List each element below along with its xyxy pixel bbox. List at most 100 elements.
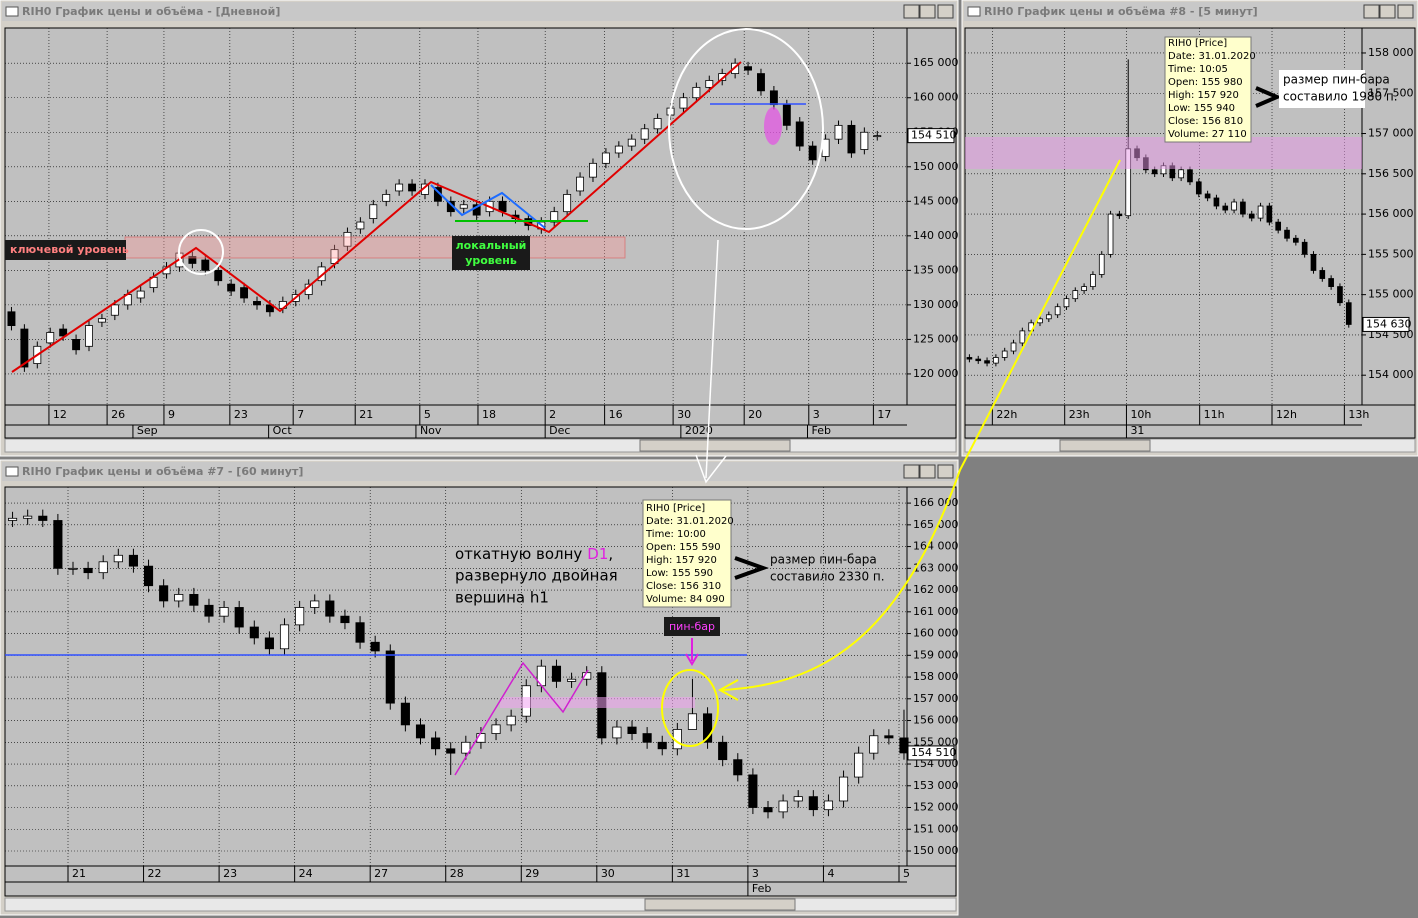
x-tick-label: Sep: [137, 424, 158, 437]
maximize-button[interactable]: [919, 464, 936, 479]
candle-body: [310, 600, 320, 608]
close-button[interactable]: [937, 464, 954, 479]
candle-body: [757, 73, 765, 92]
x-tick-label: 21: [72, 867, 86, 880]
x-tick-label: 22: [148, 867, 162, 880]
candle-body: [7, 311, 16, 326]
tooltip-line: Date: 31.01.2020: [1168, 51, 1256, 62]
key-level-band: [124, 236, 626, 259]
y-tick-label: 156 500: [1368, 167, 1414, 180]
x-tick-label: 18: [482, 408, 496, 421]
candle-body: [1090, 274, 1096, 287]
brace: [1255, 86, 1283, 108]
x-tick-label: 23: [234, 408, 248, 421]
scroll-thumb[interactable]: [644, 898, 796, 911]
tooltip-line: Open: 155 980: [1168, 77, 1243, 88]
minimize-button[interactable]: [903, 4, 920, 19]
x-tick-label: Dec: [549, 424, 570, 437]
close-button[interactable]: [1397, 4, 1414, 19]
maximize-button[interactable]: [1379, 4, 1396, 19]
scroll-thumb[interactable]: [1059, 439, 1151, 452]
candle-body: [279, 624, 290, 650]
candle-body: [1310, 253, 1317, 271]
title-bar[interactable]: [2, 2, 956, 21]
tooltip-line: Time: 10:00: [645, 529, 706, 540]
last-price-box: [907, 128, 955, 144]
candle-body: [1187, 169, 1193, 183]
scrollbar[interactable]: [964, 438, 1416, 453]
tooltip-line: Low: 155 940: [1168, 103, 1235, 114]
candle-body: [459, 204, 468, 209]
candle-body: [1266, 205, 1273, 223]
candle-body: [589, 162, 597, 178]
candle-body: [627, 726, 637, 734]
candle-body: [763, 807, 773, 813]
candle-body: [234, 607, 244, 628]
tooltip-line: Open: 155 590: [646, 542, 721, 553]
candle-body: [1151, 169, 1158, 175]
candle-body: [498, 200, 507, 213]
candle-body: [370, 641, 380, 652]
candle-body: [20, 328, 29, 368]
maximize-button[interactable]: [919, 4, 936, 19]
x-tick-label: 23h: [1069, 408, 1090, 421]
x-tick-label: 5: [424, 408, 431, 421]
candle-body: [143, 565, 154, 587]
candle-body: [627, 138, 636, 147]
candle-body: [1116, 213, 1123, 217]
x-tick-label: 10h: [1130, 408, 1151, 421]
x-tick-label: 16: [609, 408, 623, 421]
x-tick-label: 30: [677, 408, 691, 421]
tooltip: [1164, 36, 1252, 143]
candle-body: [188, 256, 197, 264]
candle-body: [567, 678, 577, 682]
candle-body: [993, 357, 999, 364]
candle-body: [653, 118, 662, 130]
candle-body: [23, 515, 33, 519]
candle-body: [446, 748, 456, 754]
y-tick-label: 156 000: [913, 714, 959, 727]
candle-body: [68, 567, 78, 570]
minimize-button[interactable]: [1363, 4, 1380, 19]
y-tick-label: 145 000: [913, 194, 959, 207]
scrollbar[interactable]: [4, 438, 957, 453]
tooltip-line: High: 157 920: [1168, 90, 1239, 101]
candle-body: [838, 776, 849, 802]
candle-body: [847, 124, 856, 154]
y-tick-label: 125 000: [913, 332, 959, 345]
arrow-head: [695, 454, 727, 484]
minimize-button[interactable]: [903, 464, 920, 479]
candle-body: [249, 626, 259, 639]
pin-highlight: [764, 107, 782, 145]
tooltip-line: Date: 31.01.2020: [646, 516, 734, 527]
candle-body: [834, 124, 843, 140]
tooltip: [642, 499, 732, 608]
window-icon: [967, 6, 981, 17]
x-tick-label: 22h: [996, 408, 1017, 421]
annotation: откатную волну D1,: [455, 545, 613, 563]
candle-body: [340, 615, 350, 624]
candle-body: [1319, 270, 1326, 279]
candle-body: [1222, 205, 1229, 211]
candle-body: [1204, 193, 1211, 199]
title-bar[interactable]: [964, 2, 1416, 21]
y-tick-label: 160 000: [913, 91, 959, 104]
y-tick-label: 151 000: [913, 822, 959, 835]
level-band: [965, 137, 1362, 169]
candle-body: [1081, 286, 1087, 292]
window-title: RIH0 График цены и объёма - [Дневной]: [22, 5, 280, 18]
x-tick-label: 5: [903, 867, 910, 880]
candle-body: [679, 97, 688, 109]
candle-body: [53, 520, 63, 569]
level-band: [500, 697, 695, 708]
x-tick-label: 11h: [1204, 408, 1225, 421]
scroll-thumb[interactable]: [639, 439, 791, 452]
candle-body: [1328, 278, 1334, 287]
close-button[interactable]: [937, 4, 954, 19]
candle-body: [778, 800, 788, 813]
label-box: [452, 236, 530, 270]
y-tick-label: 157 000: [913, 692, 959, 705]
scrollbar[interactable]: [4, 897, 957, 912]
x-tick-label: 9: [168, 408, 175, 421]
candle-body: [823, 800, 833, 811]
